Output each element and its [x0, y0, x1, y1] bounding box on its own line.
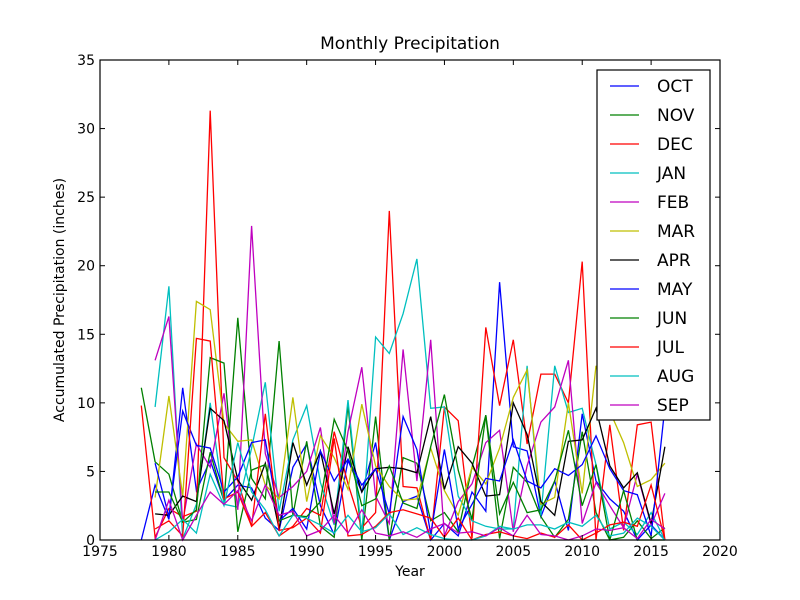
series-line-jun [155, 356, 665, 541]
legend-item-apr: APR [610, 251, 691, 271]
y-tick-label: 35 [77, 53, 95, 69]
legend-label: AUG [657, 367, 694, 387]
legend-item-may: MAY [610, 280, 693, 300]
x-tick-label: 2010 [564, 544, 600, 560]
x-tick-label: 1980 [151, 544, 187, 560]
legend-label: NOV [657, 106, 695, 126]
legend-label: SEP [657, 396, 689, 416]
legend-item-mar: MAR [610, 222, 695, 242]
legend-item-jan: JAN [610, 164, 686, 184]
legend: OCT NOV DEC JAN FEB MAR APR MAY JUN JUL AUG SEP [596, 69, 711, 421]
legend-label: JUL [656, 338, 684, 358]
legend-item-sep: SEP [610, 396, 689, 416]
y-tick-label: 30 [77, 122, 95, 138]
legend-item-aug: AUG [610, 367, 694, 387]
legend-item-nov: NOV [610, 106, 695, 126]
series-line-may [154, 406, 666, 537]
legend-box [596, 69, 711, 421]
legend-label: MAR [657, 222, 695, 242]
legend-item-feb: FEB [610, 193, 689, 213]
x-axis-label: Year [394, 564, 425, 580]
series-layer [140, 110, 666, 542]
legend-label: APR [657, 251, 691, 271]
x-tick-label: 1975 [82, 544, 118, 560]
series-line-mar [154, 300, 666, 517]
legend-item-jul: JUL [610, 338, 684, 358]
series-line-jul [154, 337, 666, 541]
legend-label: OCT [657, 77, 693, 97]
legend-item-oct: OCT [610, 77, 693, 97]
x-tick-label: 1995 [358, 544, 394, 560]
plot-frame [99, 59, 721, 541]
series-line-dec [140, 110, 666, 541]
series-line-apr [155, 400, 666, 530]
y-tick-label: 10 [77, 396, 95, 412]
legend-label: MAY [657, 280, 693, 300]
x-tick-label: 2005 [496, 544, 532, 560]
y-tick-label: 25 [77, 190, 95, 206]
legend-label: JAN [656, 164, 686, 184]
x-tick-label: 1985 [220, 544, 256, 560]
series-line-aug [154, 442, 666, 541]
x-tick-label: 2015 [633, 544, 669, 560]
chart-title: Monthly Precipitation [320, 34, 500, 54]
y-axis-label: Accumulated Precipitation (inches) [52, 178, 68, 422]
legend-item-dec: DEC [610, 135, 693, 155]
y-tick-label: 15 [77, 327, 95, 343]
legend-label: JUN [656, 309, 687, 329]
y-tick-label: 20 [77, 259, 95, 275]
series-line-sep [154, 483, 666, 542]
x-tick-label: 1990 [289, 544, 325, 560]
y-tick-label: 5 [86, 464, 95, 480]
legend-label: FEB [657, 193, 689, 213]
y-tick-label: 0 [86, 533, 95, 549]
x-tick-label: 2000 [427, 544, 463, 560]
x-tick-label: 2020 [702, 544, 738, 560]
legend-label: DEC [657, 135, 693, 155]
x-axis-ticks: 1975 1980 1985 1990 1995 2000 2005 2010 2015 2020 [82, 60, 738, 560]
legend-item-jun: JUN [610, 309, 687, 329]
y-axis-ticks: 0 5 10 15 20 25 30 35 [77, 53, 720, 549]
